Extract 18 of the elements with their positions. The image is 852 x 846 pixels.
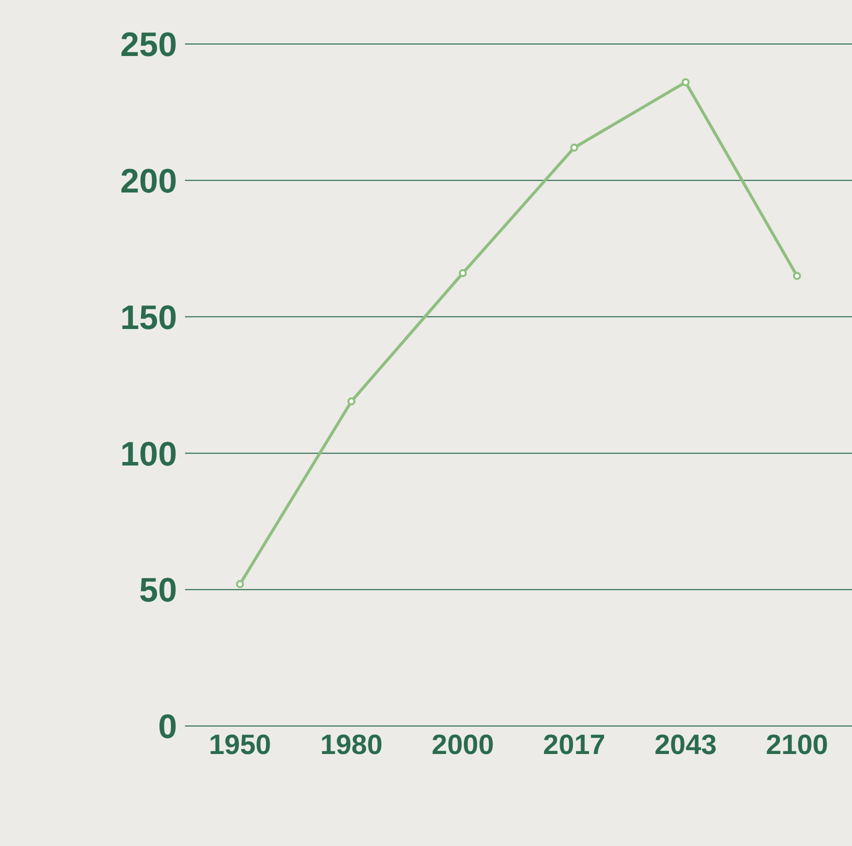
point [793,272,801,280]
x-tick-label: 1980 [320,728,383,760]
x-tick-label: 2017 [543,728,606,760]
point [236,580,244,588]
point [458,269,467,278]
x-tick-label: 2043 [654,728,717,760]
x-tick-label: 2100 [766,728,828,760]
y-tick-label: 50 [139,572,177,610]
point [682,78,690,86]
y-tick-label: 250 [120,26,177,64]
x-tick-label: 2000 [432,728,494,760]
point [347,397,356,406]
y-tick-label: 150 [120,298,177,337]
point [570,144,578,152]
y-tick-label: 0 [158,708,177,746]
y-tick-label: 200 [120,162,177,200]
y-tick-label: 100 [120,435,177,474]
x-tick-label: 1950 [208,728,272,760]
